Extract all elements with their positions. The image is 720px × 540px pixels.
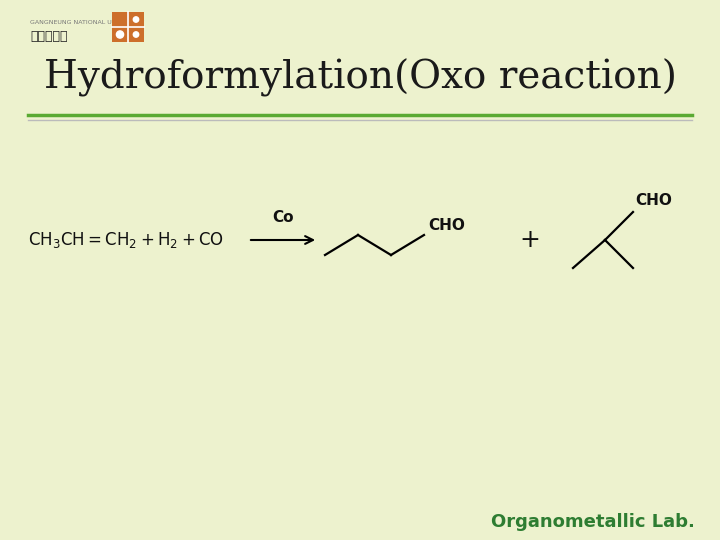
Text: 강릅대학교: 강릅대학교 [30, 30, 68, 43]
Bar [112, 12, 144, 42]
Circle shape [133, 32, 139, 37]
Text: GANGNEUNG NATIONAL UNIVERSITY: GANGNEUNG NATIONAL UNIVERSITY [30, 20, 144, 25]
Circle shape [117, 31, 124, 38]
Text: Hydroformylation(Oxo reaction): Hydroformylation(Oxo reaction) [43, 59, 677, 97]
Text: Organometallic Lab.: Organometallic Lab. [491, 513, 695, 531]
Circle shape [133, 17, 139, 22]
Text: $\mathsf{CH_3CH{=}CH_2 + H_2 + CO}$: $\mathsf{CH_3CH{=}CH_2 + H_2 + CO}$ [28, 230, 224, 250]
Text: CHO: CHO [635, 193, 672, 208]
Text: CHO: CHO [428, 218, 465, 233]
Text: Co: Co [272, 211, 294, 226]
Text: +: + [520, 228, 541, 252]
